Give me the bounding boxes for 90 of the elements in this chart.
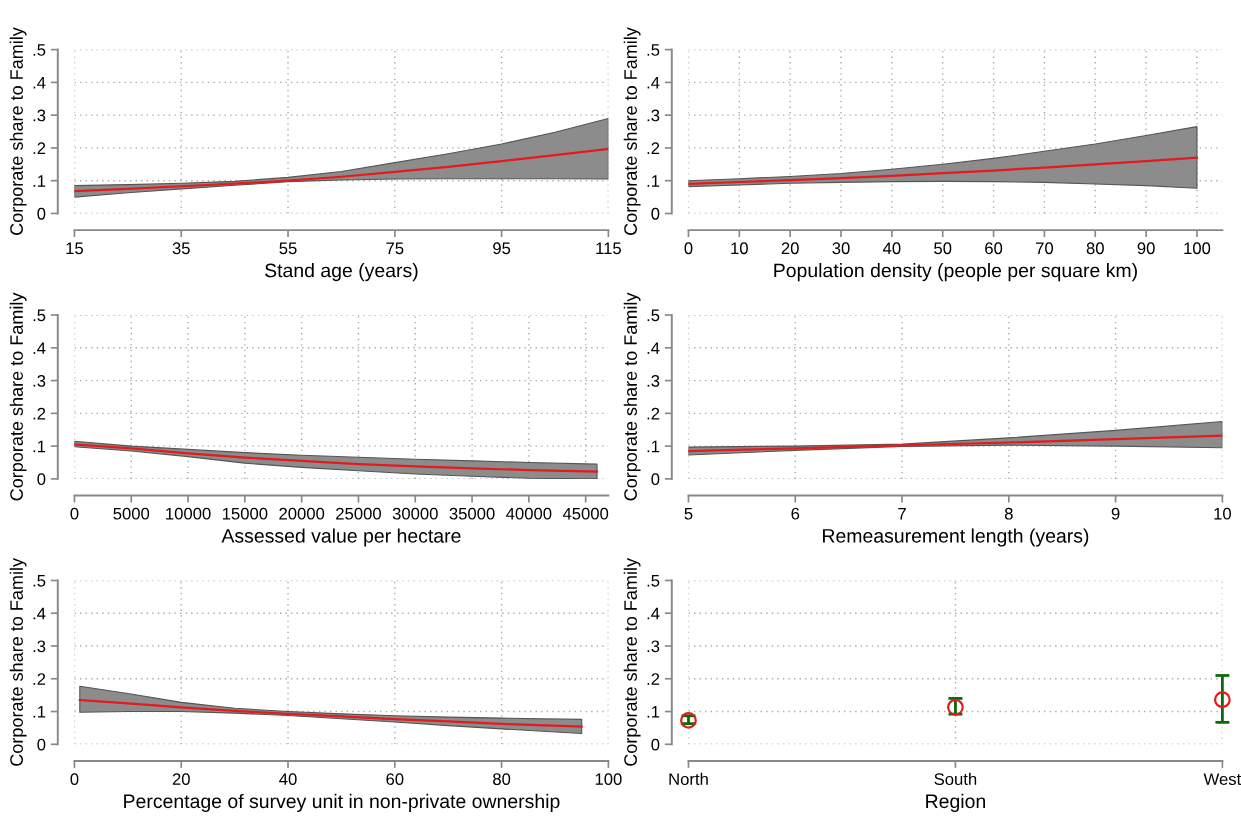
x-tick-label: 20000: [279, 507, 325, 520]
x-tick-label: 25000: [336, 507, 381, 520]
y-tick-label: .5: [647, 44, 660, 56]
x-tick-label: 45000: [562, 507, 609, 520]
y-tick-label: .2: [647, 142, 660, 154]
y-tick-label: .3: [647, 374, 660, 387]
x-tick-label: 30: [832, 242, 850, 255]
y-tick-label: 0: [37, 473, 46, 486]
y-tick-label: .2: [647, 407, 660, 420]
y-tick-label: .1: [33, 175, 46, 187]
y-tick-label: 0: [651, 207, 660, 220]
y-tick-label: .5: [33, 44, 46, 56]
x-tick-label: 60: [386, 773, 404, 786]
x-tick-label: 100: [595, 773, 622, 786]
y-tick-label: .2: [647, 673, 660, 685]
y-tick-label: .1: [647, 706, 660, 718]
y-tick-label: .4: [33, 607, 46, 620]
x-tick-label: 10000: [166, 507, 211, 520]
y-tick-label: .5: [33, 575, 46, 587]
y-axis-title: Corporate share to Family: [623, 292, 641, 501]
y-tick-label: .1: [647, 175, 660, 187]
x-tick-label: 0: [684, 242, 693, 255]
y-tick-label: .2: [33, 673, 46, 685]
x-tick-label: 80: [1086, 242, 1104, 255]
x-tick-label: West: [1203, 773, 1241, 786]
x-tick-label: 90: [1137, 242, 1155, 255]
x-tick-label: 20: [781, 242, 799, 255]
x-axis-title: Population density (people per square km): [774, 263, 1137, 282]
x-tick-label: 7: [898, 507, 906, 520]
y-tick-label: 0: [37, 738, 46, 751]
x-tick-label: 20: [172, 773, 190, 786]
x-tick-label: 6: [791, 507, 800, 520]
y-tick-label: .3: [33, 374, 46, 387]
x-tick-label: 95: [493, 242, 511, 255]
x-tick-label: 5000: [113, 507, 150, 520]
x-axis-title: Remeasurement length (years): [823, 528, 1089, 547]
y-axis-title: Corporate share to Family: [623, 558, 641, 766]
x-tick-label: 35000: [449, 507, 495, 520]
y-axis-title: Corporate share to Family: [9, 292, 27, 501]
x-axis-title: Region: [926, 793, 985, 812]
y-tick-label: .3: [647, 109, 660, 122]
y-tick-label: 0: [37, 207, 46, 220]
x-tick-label: South: [934, 772, 977, 786]
x-tick-label: 15000: [222, 507, 268, 520]
x-tick-label: 75: [386, 242, 404, 255]
y-tick-label: .4: [33, 76, 46, 89]
y-tick-label: .2: [33, 142, 46, 154]
x-tick-label: 0: [70, 507, 79, 520]
x-tick-label: 50: [934, 242, 952, 255]
y-tick-label: .5: [647, 575, 660, 587]
x-tick-label: 100: [1184, 242, 1211, 255]
x-tick-label: 15: [66, 242, 84, 255]
y-tick-label: .4: [33, 342, 46, 354]
y-tick-label: .3: [33, 109, 46, 122]
x-tick-label: 10: [1214, 507, 1231, 520]
x-tick-label: 9: [1111, 507, 1120, 520]
y-axis-title: Corporate share to Family: [9, 27, 27, 235]
x-axis-title: Stand age (years): [265, 263, 418, 282]
x-tick-label: 60: [985, 242, 1003, 255]
x-tick-label: 40000: [506, 507, 552, 520]
x-tick-label: 35: [172, 242, 190, 255]
y-tick-label: 0: [651, 473, 660, 486]
x-axis-title: Percentage of survey unit in non-private ownership: [124, 793, 560, 812]
y-axis-title: Corporate share to Family: [9, 558, 27, 766]
y-tick-label: .3: [647, 640, 660, 653]
y-tick-label: .1: [647, 440, 660, 453]
x-tick-label: 5: [684, 507, 693, 520]
x-tick-label: North: [669, 772, 708, 786]
y-tick-label: .4: [647, 607, 660, 620]
x-tick-label: 80: [493, 773, 511, 786]
y-tick-label: .5: [647, 309, 660, 322]
y-tick-label: .1: [33, 440, 46, 453]
x-tick-label: 30000: [392, 507, 438, 520]
x-tick-label: 40: [279, 773, 297, 786]
x-tick-label: 70: [1036, 242, 1054, 255]
x-axis-title: Assessed value per hectare: [221, 528, 461, 547]
x-tick-label: 0: [70, 773, 79, 786]
x-tick-label: 8: [1004, 507, 1013, 520]
y-tick-label: 0: [651, 738, 660, 751]
y-tick-label: .3: [33, 640, 46, 653]
x-tick-label: 55: [279, 242, 297, 255]
y-axis-title: Corporate share to Family: [623, 27, 641, 235]
x-tick-label: 115: [596, 242, 621, 255]
y-tick-label: .5: [33, 309, 46, 322]
x-tick-label: 40: [882, 242, 901, 255]
x-tick-label: 10: [731, 242, 748, 255]
y-tick-label: .1: [33, 706, 46, 718]
y-tick-label: .2: [33, 407, 46, 420]
y-tick-label: .4: [647, 76, 660, 89]
y-tick-label: .4: [647, 342, 660, 354]
